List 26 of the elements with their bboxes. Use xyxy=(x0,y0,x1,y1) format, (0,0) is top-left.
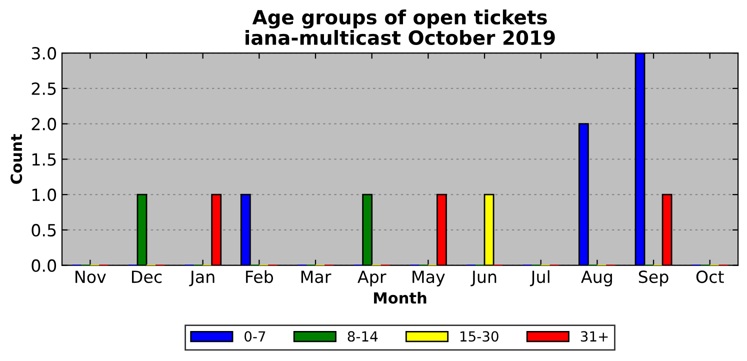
legend-label: 15-30 xyxy=(460,331,498,342)
x-tick-label: Sep xyxy=(638,270,668,286)
x-tick-label: Jul xyxy=(530,270,550,286)
y-tick-label: 0.5 xyxy=(32,224,56,237)
x-tick-label: Dec xyxy=(132,270,162,284)
x-tick-label: Mar xyxy=(301,270,332,284)
x-tick-label: Oct xyxy=(696,270,724,284)
legend-label: 0-7 xyxy=(244,331,266,342)
y-tick-label: 2.5 xyxy=(32,82,56,96)
y-tick-label: 1.5 xyxy=(32,153,56,166)
x-tick-label: Aug xyxy=(581,270,612,286)
x-axis-title: Month xyxy=(374,292,426,304)
x-tick-label: Nov xyxy=(76,270,106,284)
y-tick-label: 2.0 xyxy=(32,118,56,130)
x-tick-label: Apr xyxy=(358,270,386,286)
y-axis-title: Count xyxy=(10,134,22,184)
x-tick-label: May xyxy=(412,270,445,286)
y-tick-label: 1.0 xyxy=(32,188,56,202)
legend-label: 31+ xyxy=(580,331,608,342)
x-tick-label: Jan xyxy=(189,270,214,286)
y-tick-label: 3.0 xyxy=(32,47,56,60)
legend-label: 8-14 xyxy=(348,331,378,342)
x-tick-label: Jun xyxy=(470,270,496,286)
x-tick-label: Feb xyxy=(246,270,274,284)
y-tick-label: 0.0 xyxy=(32,259,56,272)
chart-title: Age groups of open tickets iana-multicast October 2019 xyxy=(246,10,555,46)
